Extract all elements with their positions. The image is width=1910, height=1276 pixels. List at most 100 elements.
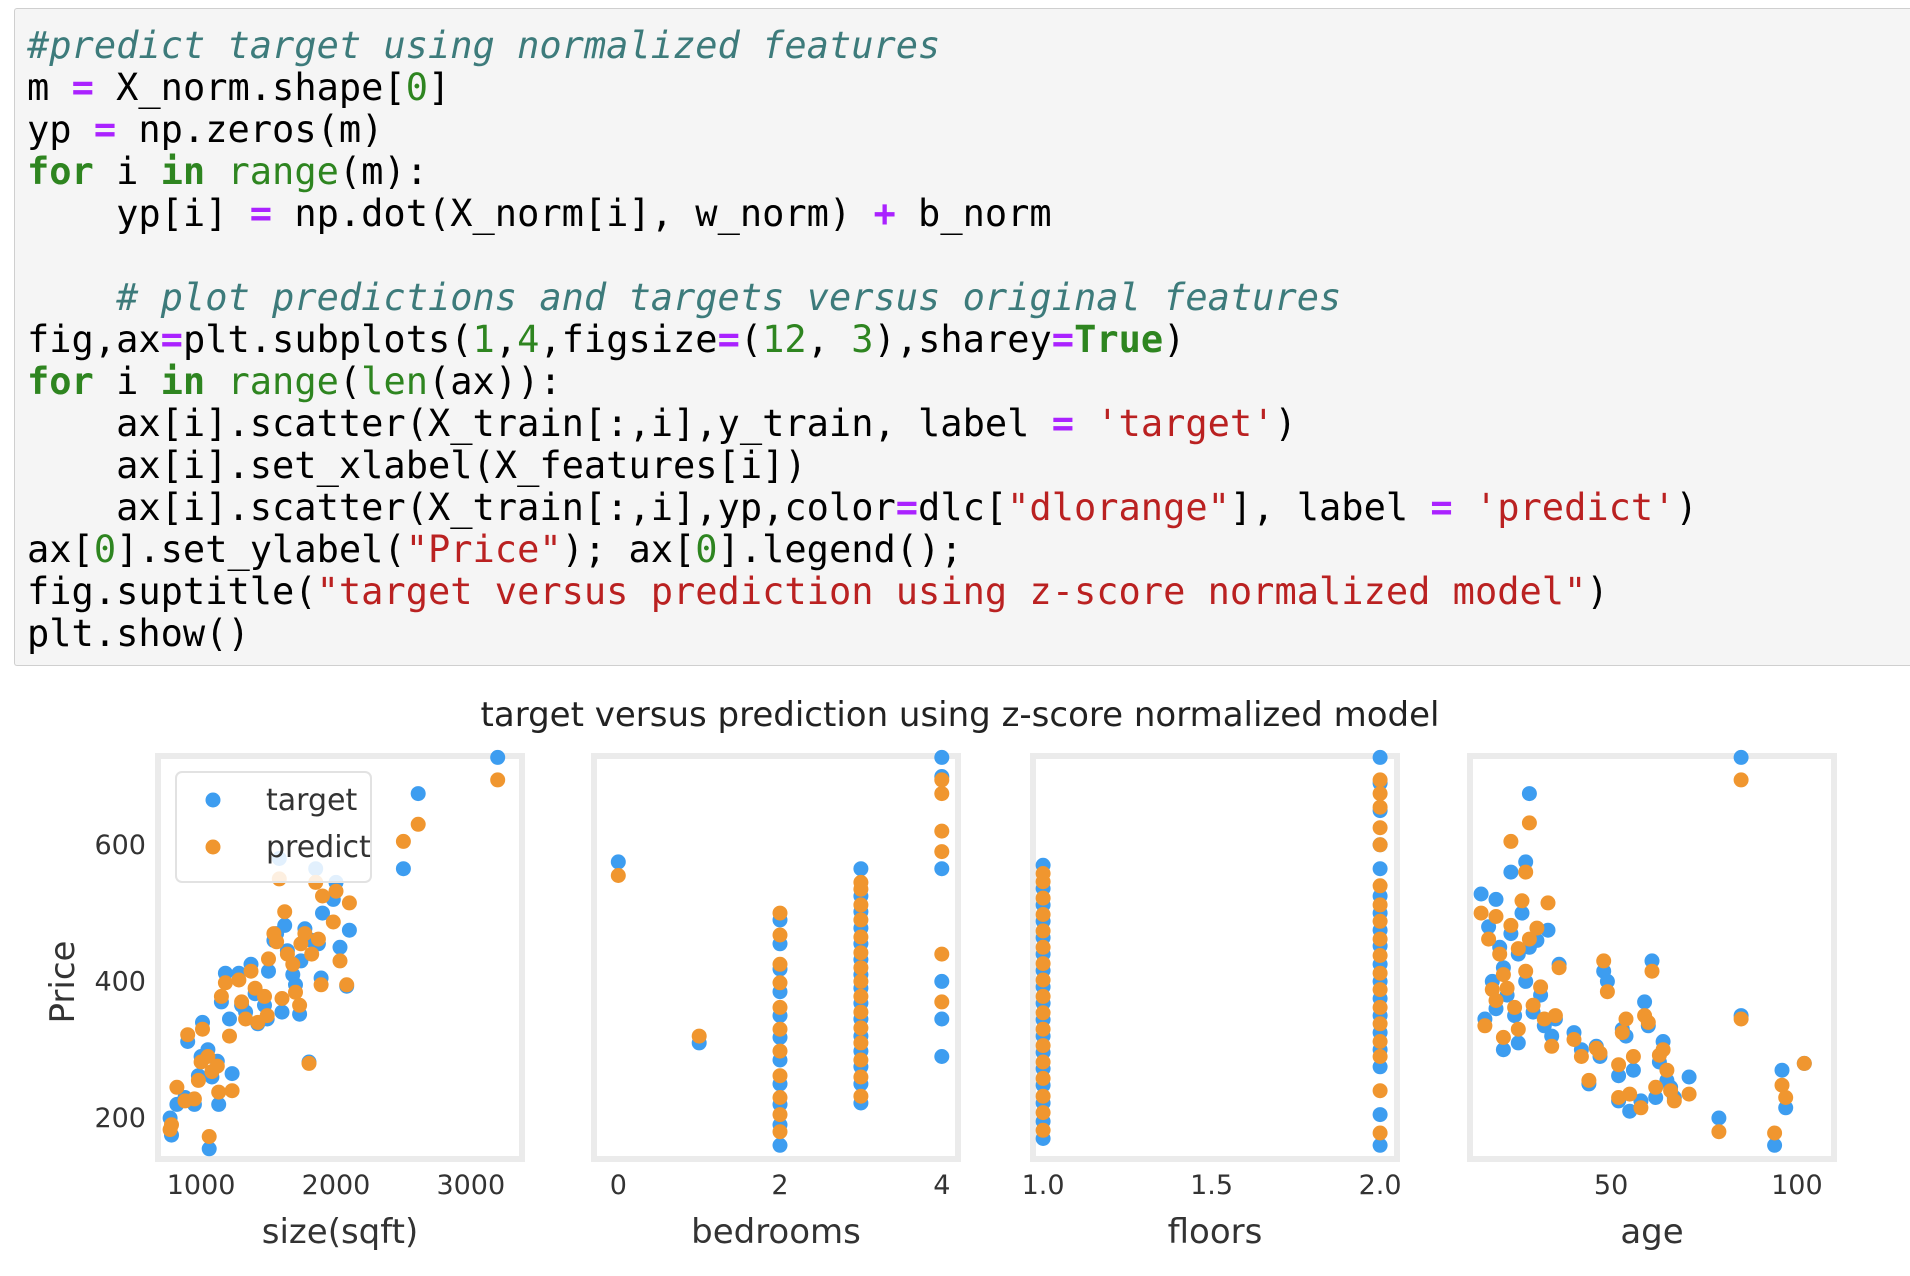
predict-point	[1544, 1038, 1560, 1054]
code-token: =	[1430, 486, 1453, 529]
predict-point	[1510, 1021, 1526, 1037]
target-point	[1488, 891, 1504, 907]
predict-point	[1473, 905, 1489, 921]
x-axis-label: size(sqft)	[262, 1212, 418, 1252]
x-tick-label: 50	[1594, 1170, 1628, 1201]
predict-point	[1614, 1025, 1630, 1041]
target-point	[1733, 749, 1749, 765]
predict-point	[238, 1011, 254, 1027]
predict-point	[222, 1028, 237, 1044]
predict-point	[1035, 1054, 1051, 1070]
predict-point	[1648, 1079, 1664, 1095]
code-token: 0	[695, 528, 718, 571]
code-token: fig.suptitle(	[27, 570, 317, 613]
predict-point	[772, 1090, 788, 1105]
code-token: # plot predictions and targets versus or…	[116, 276, 1342, 319]
code-token: range	[227, 150, 339, 193]
code-line: ax[i].scatter(X_train[:,i],yp,color=dlc[…	[27, 487, 1698, 529]
target-point	[1372, 749, 1388, 765]
x-tick-label: 1000	[167, 1170, 236, 1201]
code-token: for	[27, 360, 94, 403]
code-token: ); ax[	[561, 528, 696, 571]
predict-point	[853, 1020, 869, 1036]
code-token	[205, 150, 227, 193]
y-tick-label: 400	[94, 966, 146, 997]
code-token: in	[160, 150, 206, 193]
predict-point	[200, 1049, 216, 1064]
code-token: "dlorange"	[1007, 486, 1230, 529]
predict-point	[292, 997, 308, 1013]
predict-point	[1521, 931, 1537, 947]
predict-point	[1499, 980, 1515, 996]
predict-point	[1481, 931, 1497, 947]
legend-predict-label: predict	[266, 830, 371, 865]
target-point	[341, 922, 357, 938]
target-point	[1372, 1137, 1388, 1153]
code-token: 4	[517, 318, 540, 361]
predict-point	[853, 960, 869, 976]
target-point	[201, 1141, 217, 1157]
predict-point	[164, 1117, 179, 1133]
code-line: ax[i].set_xlabel(X_features[i])	[27, 445, 1698, 487]
target-point	[1372, 1107, 1388, 1123]
code-token: X_norm.shape[	[93, 66, 406, 109]
target-point	[1599, 973, 1615, 989]
predict-point	[772, 927, 788, 943]
predict-point	[1611, 1057, 1627, 1073]
code-token: =	[93, 108, 117, 151]
target-point	[1681, 1069, 1697, 1085]
code-token: plt.show()	[27, 612, 250, 655]
target-point	[1711, 1110, 1727, 1126]
target-point	[1778, 1100, 1794, 1116]
legend-target-marker	[205, 792, 221, 808]
predict-point	[772, 1021, 788, 1037]
predict-point	[934, 786, 950, 802]
code-line: # plot predictions and targets versus or…	[27, 277, 1698, 319]
code-editor[interactable]: #predict target using normalized feature…	[27, 25, 1698, 655]
predict-point	[257, 988, 272, 1004]
code-token: ].legend();	[717, 528, 963, 571]
target-point	[1521, 786, 1537, 802]
code-token: =	[160, 318, 183, 361]
predict-point	[224, 1083, 240, 1099]
predict-point	[310, 931, 326, 947]
predict-point	[934, 823, 950, 839]
x-tick-label: 4	[933, 1170, 950, 1201]
predict-point	[1372, 1016, 1388, 1032]
predict-point	[1622, 1086, 1638, 1102]
predict-point	[1640, 1014, 1656, 1030]
target-point	[261, 963, 276, 979]
predict-point	[772, 999, 788, 1015]
target-point	[1611, 1068, 1627, 1084]
target-point	[610, 854, 626, 870]
predict-point	[313, 977, 329, 993]
code-token	[1453, 486, 1475, 529]
code-token: ax[i].scatter(X_train[:,i],y_train, labe…	[27, 402, 1052, 445]
predict-point	[853, 973, 869, 989]
predict-point	[1533, 979, 1549, 995]
predict-point	[772, 1043, 788, 1059]
code-token: ], label	[1229, 486, 1431, 529]
predict-point	[853, 1088, 869, 1104]
subplot-frame	[1030, 753, 1400, 1162]
code-line: fig.suptitle("target versus prediction u…	[27, 571, 1698, 613]
predict-point	[853, 929, 869, 945]
code-line: for i in range(m):	[27, 151, 1698, 193]
code-token: ].set_ylabel(	[116, 528, 406, 571]
code-cell[interactable]: #predict target using normalized feature…	[14, 8, 1910, 666]
code-line: for i in range(len(ax)):	[27, 361, 1698, 403]
predict-point	[1035, 1005, 1051, 1021]
x-tick-label: 2	[771, 1170, 788, 1201]
code-line: #predict target using normalized feature…	[27, 25, 1698, 67]
y-tick-label: 200	[94, 1103, 146, 1134]
code-token: ax[	[27, 528, 94, 571]
code-token: for	[27, 150, 94, 193]
predict-point	[1566, 1032, 1582, 1047]
predict-point	[1518, 864, 1534, 880]
target-point	[224, 1066, 240, 1082]
predict-point	[217, 975, 233, 991]
predict-point	[1372, 1083, 1388, 1099]
code-token: 3	[851, 318, 874, 361]
predict-point	[395, 833, 411, 849]
predict-point	[1372, 1125, 1388, 1141]
